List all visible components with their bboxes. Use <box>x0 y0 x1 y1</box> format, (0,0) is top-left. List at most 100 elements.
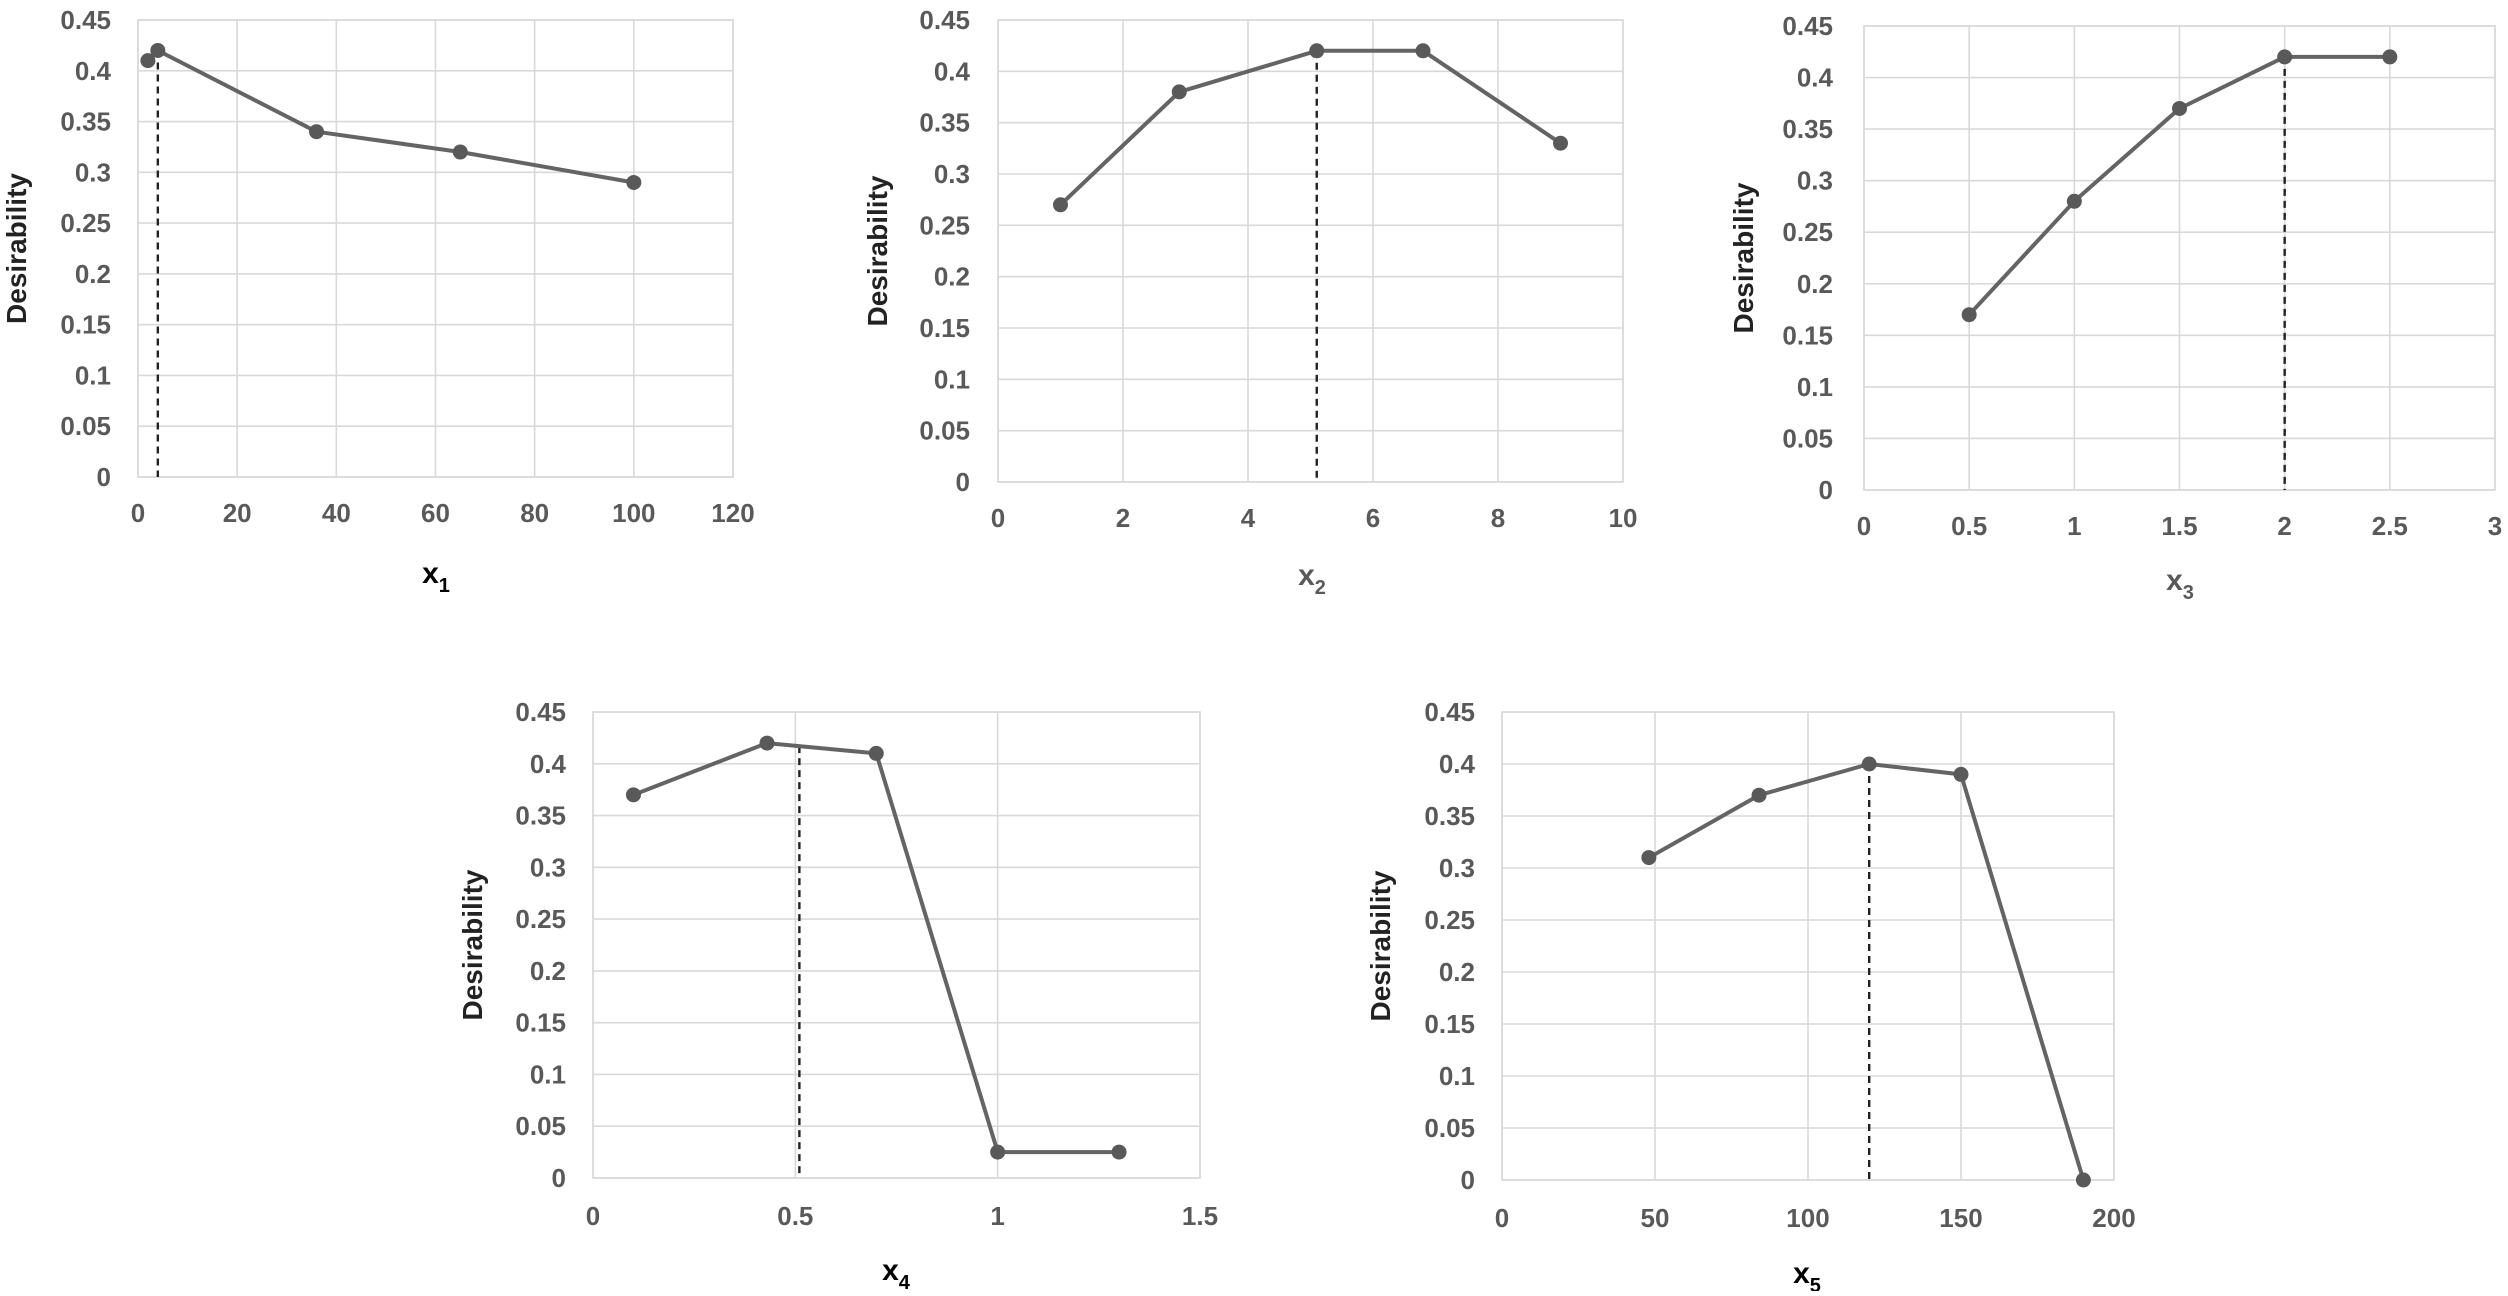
chart-1: 0 0.05 0.1 0.15 0.2 0.25 0.3 0.35 0.4 0.45 0 20 40 60… <box>1 5 755 597</box>
x-tick-label: 1.5 <box>2161 511 2197 541</box>
y-tick-label: 0.2 <box>1797 269 1833 299</box>
y-tick-label: 0.15 <box>919 313 970 343</box>
x-tick-label: 0 <box>1857 511 1871 541</box>
y-tick-label: 0.35 <box>1782 114 1833 144</box>
data-point <box>2172 100 2187 116</box>
y-axis-title: Desirability <box>862 175 893 326</box>
x-tick-label: 1.5 <box>1182 1201 1218 1231</box>
y-tick-label: 0 <box>1461 1165 1475 1195</box>
data-point <box>452 144 468 160</box>
y-axis-title: Desirability <box>1365 870 1396 1021</box>
plot-area <box>1863 25 2496 491</box>
y-tick-label: 0.45 <box>515 697 566 727</box>
x-tick-label: 200 <box>2092 1203 2135 1233</box>
data-point <box>1553 135 1568 151</box>
data-point <box>1751 787 1767 803</box>
y-tick-label: 0.25 <box>919 210 970 240</box>
data-point <box>1309 43 1325 59</box>
y-tick-label: 0.2 <box>530 956 566 986</box>
y-tick-label: 0.2 <box>1439 957 1475 987</box>
y-tick-label: 0.05 <box>919 416 970 446</box>
x-tick-label: 50 <box>1641 1203 1670 1233</box>
y-tick-label: 0.35 <box>515 801 566 831</box>
y-tick-label: 0.05 <box>1782 423 1833 453</box>
x-tick-label: 80 <box>520 498 549 528</box>
x-axis-title: x2 <box>1298 559 1326 599</box>
y-tick-label: 0.05 <box>515 1111 566 1141</box>
x-tick-label: 0.5 <box>1951 511 1987 541</box>
y-tick-label: 0.3 <box>530 852 566 882</box>
y-tick-label: 0.25 <box>60 208 111 238</box>
x-axis-title-subscript: 5 <box>1810 1275 1821 1291</box>
data-point <box>626 174 642 190</box>
y-tick-label: 0.15 <box>515 1008 566 1038</box>
y-tick-label: 0 <box>97 462 111 492</box>
x-axis-title: x5 <box>1793 1257 1821 1291</box>
y-tick-label: 0.4 <box>1797 63 1834 93</box>
chart-4: 0 0.05 0.1 0.15 0.2 0.25 0.3 0.35 0.4 0.45 0 0.5 1 1.… <box>457 697 1218 1294</box>
chart-3: 0 0.05 0.1 0.15 0.2 0.25 0.3 0.35 0.4 0.45 0 0.5 1 1.… <box>1728 11 2502 604</box>
x-tick-label: 20 <box>223 498 252 528</box>
x-axis-title-subscript: 3 <box>2183 582 2194 604</box>
x-tick-label: 6 <box>1366 503 1380 533</box>
y-tick-label: 0.15 <box>60 310 111 340</box>
y-tick-label: 0.15 <box>1782 320 1833 350</box>
x-axis-title: x3 <box>2166 564 2194 604</box>
y-tick-label: 0.4 <box>75 56 112 86</box>
y-tick-label: 0.1 <box>934 364 970 394</box>
data-point <box>1111 1144 1127 1160</box>
x-tick-label: 0.5 <box>777 1201 813 1231</box>
plot-area <box>137 19 734 478</box>
plot-area <box>592 711 1201 1179</box>
data-point <box>1641 850 1657 866</box>
y-tick-label: 0.05 <box>1424 1113 1475 1143</box>
x-tick-label: 1 <box>2067 511 2081 541</box>
x-tick-label: 2 <box>1116 503 1130 533</box>
plot-area <box>997 19 1624 483</box>
data-point <box>1961 307 1977 323</box>
y-axis-title: Desirability <box>1 173 32 324</box>
x-tick-label: 120 <box>711 498 754 528</box>
x-tick-label: 0 <box>991 503 1005 533</box>
chart-5: 0 0.05 0.1 0.15 0.2 0.25 0.3 0.35 0.4 0.45 0 50 100 1… <box>1365 697 2136 1296</box>
x-tick-label: 1 <box>990 1201 1004 1231</box>
plot-area <box>1501 711 2115 1181</box>
y-tick-label: 0.25 <box>1424 905 1475 935</box>
data-point <box>1953 766 1969 782</box>
data-point <box>759 735 775 751</box>
data-point <box>150 42 166 58</box>
y-axis-title: Desirability <box>1728 182 1759 333</box>
x-axis-title-subscript: 4 <box>899 1272 911 1291</box>
y-tick-label: 0.3 <box>75 157 111 187</box>
x-tick-label: 150 <box>1939 1203 1982 1233</box>
x-tick-label: 10 <box>1609 503 1638 533</box>
x-tick-label: 2.5 <box>2372 511 2408 541</box>
y-tick-label: 0.2 <box>75 259 111 289</box>
x-tick-label: 60 <box>421 498 450 528</box>
y-tick-label: 0.2 <box>934 262 970 292</box>
y-tick-label: 0.45 <box>1424 697 1475 727</box>
x-axis-title-subscript: 2 <box>1315 577 1326 599</box>
y-tick-label: 0.35 <box>919 108 970 138</box>
y-tick-label: 0.45 <box>919 5 970 35</box>
y-tick-label: 0 <box>1819 475 1833 505</box>
x-tick-label: 0 <box>131 498 145 528</box>
data-point <box>1171 84 1187 100</box>
y-tick-label: 0.25 <box>515 904 566 934</box>
chart-2: 0 0.05 0.1 0.15 0.2 0.25 0.3 0.35 0.4 0.45 0 2 4 6 8 10… <box>862 5 1637 599</box>
series-line <box>632 741 1120 1155</box>
y-tick-label: 0.3 <box>1439 853 1475 883</box>
y-tick-label: 0.35 <box>1424 801 1475 831</box>
series-line <box>1059 48 1562 207</box>
y-tick-label: 0.1 <box>1439 1061 1475 1091</box>
y-tick-label: 0.15 <box>1424 1009 1475 1039</box>
y-tick-label: 0.4 <box>530 749 567 779</box>
y-tick-label: 0.1 <box>75 360 111 390</box>
y-tick-label: 0.45 <box>60 5 111 35</box>
y-tick-label: 0 <box>956 467 970 497</box>
x-tick-label: 40 <box>322 498 351 528</box>
y-tick-label: 0.05 <box>60 411 111 441</box>
data-point <box>868 745 884 761</box>
